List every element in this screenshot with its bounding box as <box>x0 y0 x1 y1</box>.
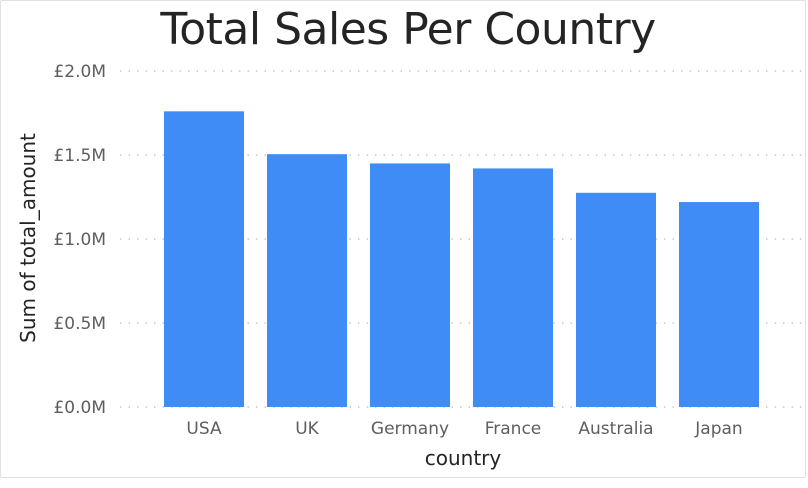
bar-australia[interactable] <box>576 192 656 407</box>
y-tick-label: £1.0M <box>53 230 106 250</box>
x-tick-label: Japan <box>694 419 742 439</box>
chart-title: Total Sales Per Country <box>160 4 656 55</box>
x-tick-label: USA <box>186 419 222 439</box>
bar-japan[interactable] <box>679 202 759 407</box>
y-tick-label: £2.0M <box>53 62 106 82</box>
y-tick-label: £0.0M <box>53 398 106 418</box>
bar-uk[interactable] <box>267 154 347 407</box>
bar-france[interactable] <box>473 168 553 407</box>
bar-germany[interactable] <box>370 163 450 407</box>
x-tick-label: Germany <box>371 419 449 439</box>
x-axis-label: country <box>424 446 502 470</box>
y-tick-label: £0.5M <box>53 314 106 334</box>
x-tick-label: France <box>485 419 542 439</box>
x-tick-label: Australia <box>578 419 653 439</box>
y-tick-label: £1.5M <box>53 146 106 166</box>
bar-usa[interactable] <box>164 111 244 407</box>
x-tick-label: UK <box>295 419 319 439</box>
